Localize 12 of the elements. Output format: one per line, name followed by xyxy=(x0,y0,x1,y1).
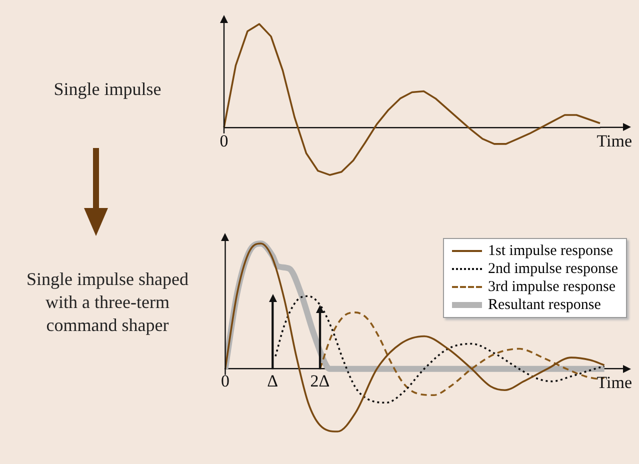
legend-label: 3rd impulse response xyxy=(488,278,616,296)
annotation: 0 xyxy=(220,131,228,150)
x-tick-label: Δ xyxy=(267,371,278,390)
legend-label: 1st impulse response xyxy=(488,242,614,260)
text: Single impulse xyxy=(52,78,162,101)
x-tick-label: 0 xyxy=(221,371,230,390)
x-tick-label: 2Δ xyxy=(310,371,330,390)
x-axis-title: Time xyxy=(596,372,632,392)
text: Single impulse shaped with a three-term command shaper xyxy=(26,268,190,337)
legend-label: 2nd impulse response xyxy=(488,260,618,278)
x-axis-title: Time xyxy=(596,131,632,150)
legend-label: Resultant response xyxy=(488,296,601,314)
